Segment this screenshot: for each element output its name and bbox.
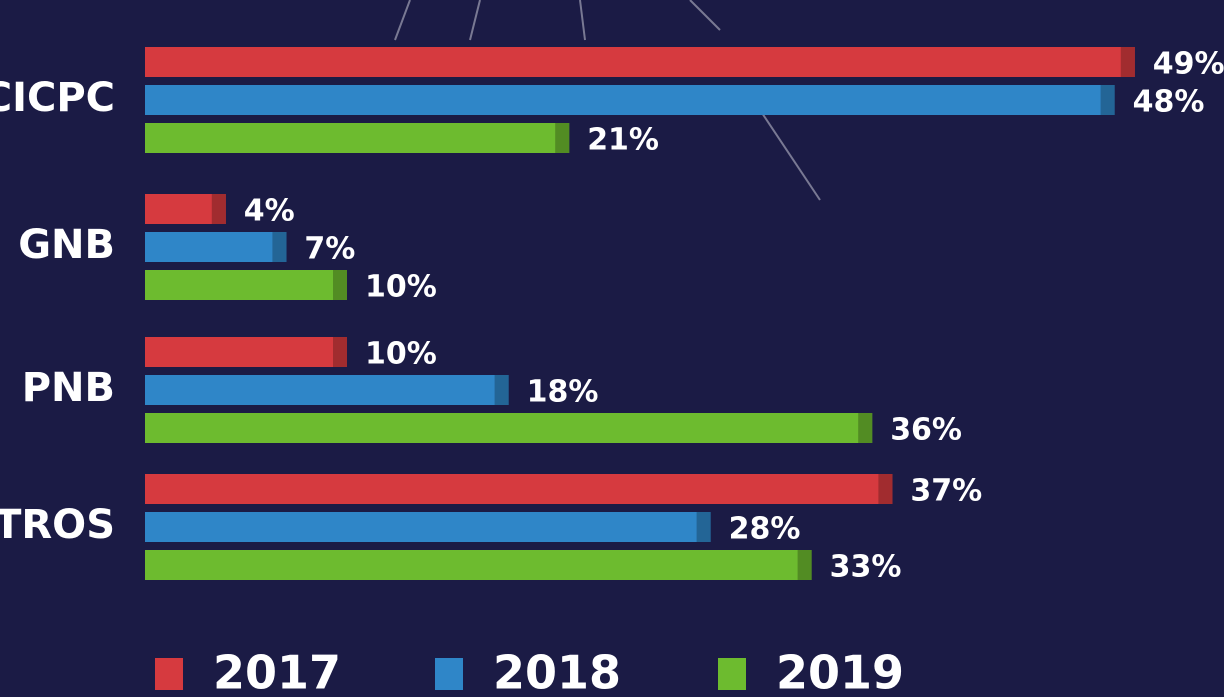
bar-side <box>333 337 347 367</box>
value-label: 10% <box>365 337 437 372</box>
legend-swatch <box>155 658 183 690</box>
bar <box>145 413 872 443</box>
bar-side <box>697 512 711 542</box>
legend-label: 2019 <box>776 646 904 697</box>
value-label: 36% <box>890 413 962 448</box>
value-label: 7% <box>304 232 355 267</box>
category-label: GNB <box>18 222 115 268</box>
bar <box>145 123 569 153</box>
bar <box>145 375 509 405</box>
bar-side <box>798 550 812 580</box>
bar <box>145 232 286 262</box>
value-label: 28% <box>729 512 801 547</box>
bar-side <box>858 413 872 443</box>
bar-side <box>212 194 226 224</box>
value-label: 37% <box>910 474 982 509</box>
legend-swatch <box>435 658 463 690</box>
bar <box>145 550 812 580</box>
bar-side <box>1121 47 1135 77</box>
bar-side <box>555 123 569 153</box>
bar-side <box>878 474 892 504</box>
bar <box>145 270 347 300</box>
bar <box>145 47 1135 77</box>
value-label: 48% <box>1133 85 1205 120</box>
bar-side <box>333 270 347 300</box>
value-label: 33% <box>830 550 902 585</box>
legend-swatch <box>718 658 746 690</box>
chart: CICPC 49%48% 21% GNB 4% 7% 10% PNB 10% 18% 36% OTRO… <box>0 0 1224 697</box>
value-label: 4% <box>244 194 295 229</box>
category-label: CICPC <box>0 75 115 121</box>
value-label: 49% <box>1153 47 1224 82</box>
bar <box>145 85 1115 115</box>
bar-side <box>495 375 509 405</box>
page: {"chart_data": {"type": "bar", "orientat… <box>0 0 1224 697</box>
value-label: 21% <box>587 123 659 158</box>
value-label: 18% <box>527 375 599 410</box>
category-label: PNB <box>22 365 115 411</box>
value-label: 10% <box>365 270 437 305</box>
bar <box>145 512 711 542</box>
bar-side <box>1101 85 1115 115</box>
legend-label: 2018 <box>493 646 621 697</box>
bar-side <box>272 232 286 262</box>
category-label: OTROS <box>0 502 115 548</box>
bar <box>145 474 892 504</box>
legend-label: 2017 <box>213 646 341 697</box>
bar <box>145 337 347 367</box>
